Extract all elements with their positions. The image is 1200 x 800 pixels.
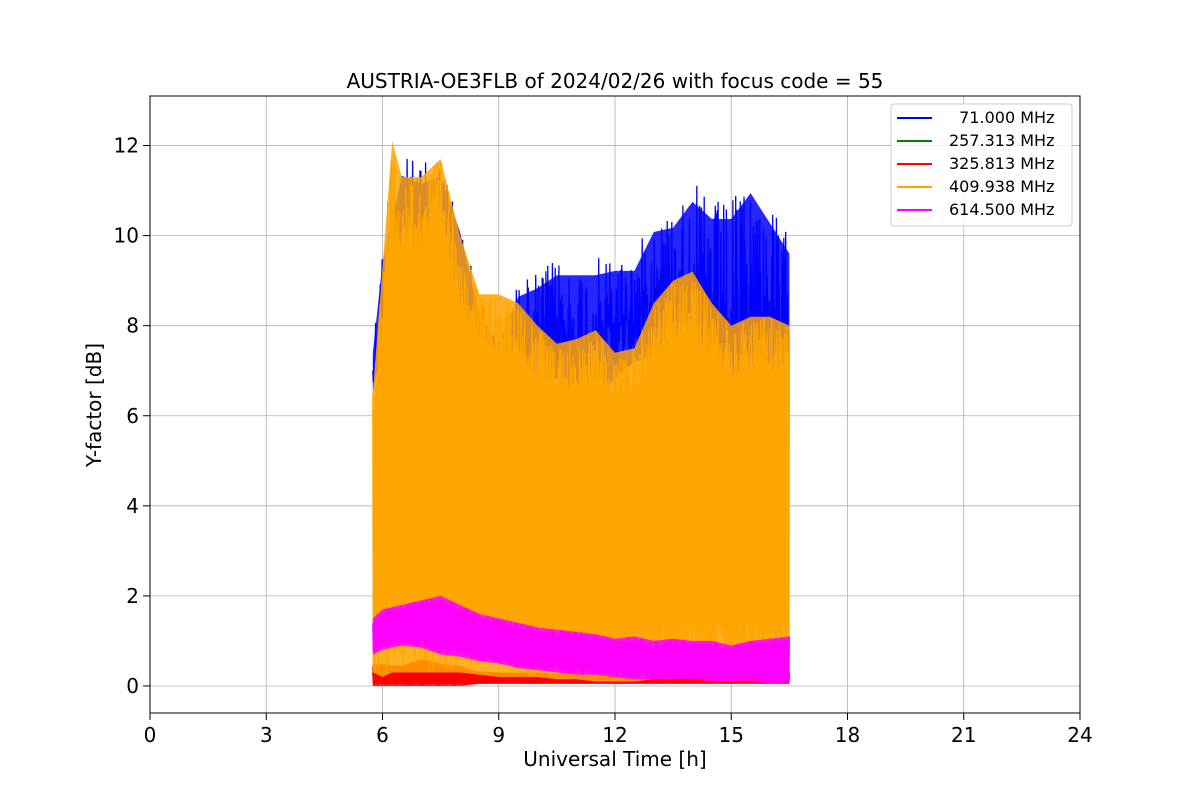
y-tick-label: 6 bbox=[126, 404, 139, 428]
series-layer bbox=[372, 141, 791, 686]
x-tick-label: 6 bbox=[376, 723, 389, 747]
chart-title: AUSTRIA-OE3FLB of 2024/02/26 with focus … bbox=[347, 69, 884, 93]
y-axis-label: Y-factor [dB] bbox=[82, 343, 106, 468]
x-tick-label: 18 bbox=[835, 723, 860, 747]
series-line bbox=[372, 597, 791, 684]
x-tick-label: 9 bbox=[492, 723, 505, 747]
x-tick-label: 15 bbox=[719, 723, 744, 747]
y-tick-label: 10 bbox=[114, 224, 139, 248]
legend-entry: 614.500 MHz bbox=[897, 200, 1054, 219]
x-axis: 0 3 6 9 12 15 18 21 24 bbox=[144, 713, 1093, 747]
x-tick-label: 21 bbox=[951, 723, 976, 747]
legend-label: 409.938 MHz bbox=[949, 177, 1054, 196]
x-tick-label: 0 bbox=[144, 723, 157, 747]
series-3 bbox=[372, 141, 791, 682]
legend-entry: 325.813 MHz bbox=[897, 154, 1054, 173]
y-tick-label: 2 bbox=[126, 584, 139, 608]
y-axis: 0 2 4 6 8 10 12 bbox=[114, 134, 150, 698]
x-tick-label: 3 bbox=[260, 723, 273, 747]
y-tick-label: 8 bbox=[126, 314, 139, 338]
y-tick-label: 4 bbox=[126, 494, 139, 518]
x-tick-label: 12 bbox=[602, 723, 627, 747]
series-line bbox=[372, 160, 791, 680]
legend-label: 325.813 MHz bbox=[949, 154, 1054, 173]
legend-label: 71.000 MHz bbox=[949, 108, 1054, 127]
x-tick-label: 24 bbox=[1067, 723, 1092, 747]
legend-entry: 409.938 MHz bbox=[897, 177, 1054, 196]
legend: 71.000 MHz 257.313 MHz 325.813 MHz 409.938 … bbox=[890, 103, 1073, 227]
x-axis-label: Universal Time [h] bbox=[523, 747, 706, 771]
y-tick-label: 12 bbox=[114, 134, 139, 158]
y-tick-label: 0 bbox=[126, 674, 139, 698]
series-4 bbox=[372, 595, 791, 684]
legend-label: 614.500 MHz bbox=[949, 200, 1054, 219]
legend-label: 257.313 MHz bbox=[949, 131, 1054, 150]
legend-box bbox=[890, 103, 1073, 227]
legend-entry: 71.000 MHz bbox=[897, 108, 1054, 127]
legend-entry: 257.313 MHz bbox=[897, 131, 1054, 150]
